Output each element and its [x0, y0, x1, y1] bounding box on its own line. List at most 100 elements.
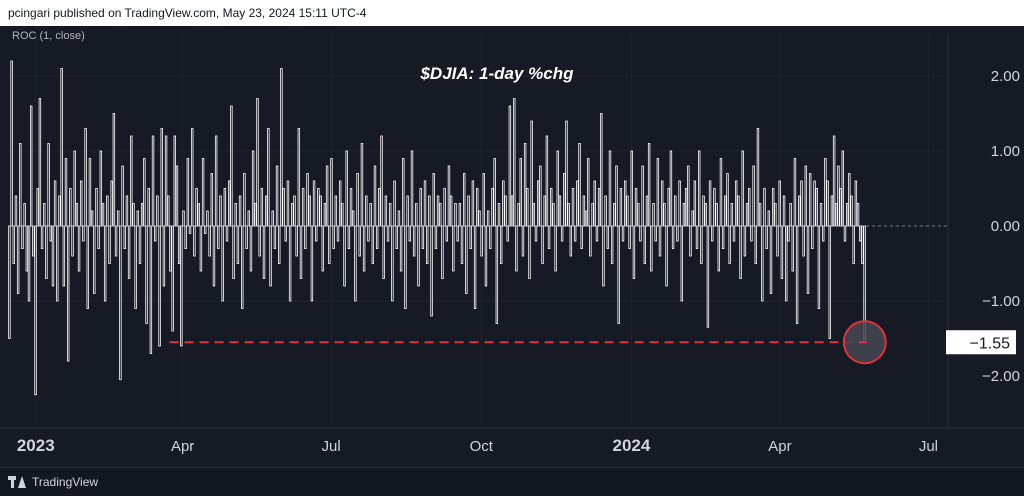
- roc-bar: [356, 173, 359, 227]
- tradingview-brand[interactable]: TradingView: [32, 475, 99, 489]
- roc-bar: [486, 210, 490, 227]
- roc-bar: [421, 225, 425, 249]
- roc-bar: [848, 173, 851, 227]
- roc-bar: [515, 225, 518, 272]
- roc-bar: [534, 225, 538, 242]
- chart-area[interactable]: [0, 26, 1024, 467]
- indicator-label[interactable]: ROC (1, close): [12, 30, 85, 42]
- roc-bar: [669, 150, 673, 227]
- tradingview-logo-icon[interactable]: [8, 476, 26, 488]
- roc-bar: [317, 188, 320, 227]
- roc-bar: [467, 195, 470, 227]
- roc-bar: [465, 225, 468, 294]
- roc-bar: [750, 225, 753, 242]
- roc-bar: [595, 225, 599, 242]
- roc-bar: [791, 225, 794, 272]
- roc-bar: [275, 165, 279, 227]
- roc-bar: [528, 225, 531, 279]
- roc-bar: [734, 180, 738, 227]
- roc-bar: [321, 225, 324, 272]
- roc-bar: [380, 135, 383, 227]
- roc-bar: [295, 225, 298, 257]
- roc-bar: [732, 225, 736, 242]
- roc-bar: [25, 225, 29, 272]
- roc-bar: [822, 225, 825, 242]
- roc-bar: [264, 195, 268, 227]
- roc-bar: [267, 128, 270, 227]
- footer-bar: TradingView: [0, 467, 1024, 496]
- roc-bar: [541, 225, 544, 264]
- x-tick-label: 2023: [17, 436, 55, 455]
- roc-bar: [526, 188, 529, 227]
- roc-bar: [861, 225, 864, 264]
- roc-bar: [837, 165, 840, 227]
- roc-bar: [573, 225, 577, 242]
- roc-bar: [117, 210, 120, 227]
- roc-bar: [615, 165, 618, 227]
- roc-bar: [597, 188, 601, 227]
- roc-bar: [499, 225, 503, 264]
- y-tick-label: −1.00: [982, 293, 1020, 310]
- roc-bar: [301, 188, 305, 227]
- roc-bar: [634, 188, 638, 227]
- roc-bar: [251, 150, 255, 227]
- roc-bar: [147, 188, 150, 227]
- roc-bar: [217, 225, 220, 249]
- roc-bar: [93, 225, 96, 294]
- roc-bar: [393, 180, 396, 227]
- roc-bar: [132, 203, 135, 227]
- roc-bar: [854, 180, 858, 227]
- roc-bar: [763, 188, 766, 227]
- roc-bar: [58, 195, 61, 227]
- roc-bar: [806, 225, 810, 294]
- roc-bar: [434, 225, 438, 249]
- roc-bar: [336, 225, 340, 242]
- roc-bar: [286, 180, 290, 227]
- roc-bar-chart[interactable]: 2.00 1.00 0.00 −1.00 −2.00 −1.55 2023 Apr Jul Oct…: [0, 26, 1024, 467]
- x-tick-label: Apr: [768, 438, 791, 455]
- roc-bar: [86, 225, 89, 309]
- roc-bar: [134, 225, 137, 309]
- roc-bar: [71, 225, 74, 257]
- roc-bar: [371, 225, 375, 264]
- roc-bar: [338, 180, 342, 227]
- roc-bar: [136, 210, 140, 227]
- roc-bar: [43, 203, 46, 227]
- roc-bar: [737, 195, 740, 227]
- roc-bar: [460, 225, 464, 264]
- roc-bar: [406, 195, 409, 227]
- roc-bar: [123, 225, 126, 249]
- roc-bar: [232, 225, 235, 279]
- roc-bar: [815, 188, 818, 227]
- roc-bar: [299, 225, 303, 279]
- roc-bar: [497, 203, 501, 227]
- roc-bar: [127, 225, 131, 279]
- roc-bar: [19, 143, 22, 227]
- roc-bar: [647, 143, 651, 227]
- roc-bar: [508, 105, 512, 227]
- roc-bar: [645, 195, 649, 227]
- roc-bar: [64, 158, 68, 227]
- roc-bar: [47, 143, 50, 227]
- roc-bar: [365, 195, 368, 227]
- roc-bar: [341, 203, 344, 227]
- roc-bar: [447, 165, 451, 227]
- roc-bar: [639, 225, 642, 242]
- roc-bar: [243, 173, 246, 227]
- roc-bar: [197, 203, 200, 227]
- roc-bar: [14, 195, 18, 227]
- roc-bar: [154, 225, 157, 242]
- roc-bar: [785, 225, 788, 302]
- roc-bar: [721, 225, 725, 249]
- roc-bar: [473, 225, 477, 309]
- roc-bar: [817, 225, 821, 309]
- roc-bar: [171, 225, 174, 332]
- roc-bar: [40, 225, 44, 249]
- roc-bar: [839, 188, 842, 227]
- roc-bar: [191, 128, 194, 227]
- roc-bar: [84, 128, 87, 227]
- roc-bar: [312, 180, 316, 227]
- roc-bar: [177, 225, 181, 264]
- roc-bar: [186, 158, 190, 227]
- x-tick-label: Apr: [171, 438, 194, 455]
